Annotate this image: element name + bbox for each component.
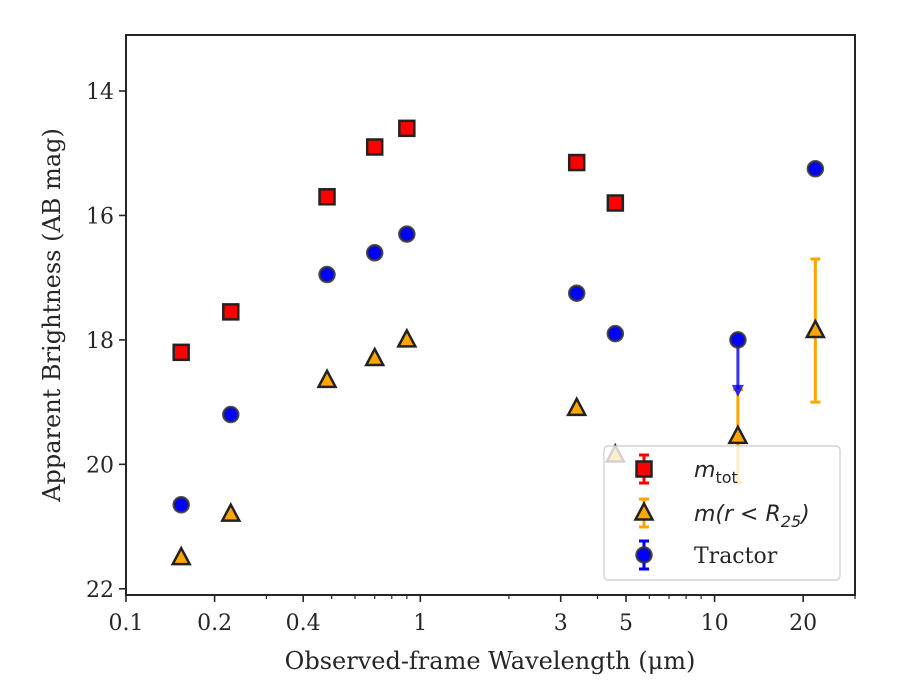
data-point bbox=[567, 284, 586, 302]
legend-marker bbox=[635, 546, 653, 564]
series-circle bbox=[172, 160, 825, 514]
data-point bbox=[398, 225, 416, 243]
data-point bbox=[396, 327, 418, 348]
x-tick-label: 0.2 bbox=[197, 611, 232, 636]
legend-label: mtot bbox=[694, 458, 738, 487]
x-tick-label: 20 bbox=[789, 611, 817, 636]
tick-layer: 0.1 0.2 0.4 1 3 5 10 20 14 16 18 20 22 bbox=[86, 80, 856, 636]
data-point bbox=[220, 501, 242, 522]
x-tick-label: 0.4 bbox=[286, 611, 321, 636]
plot-frame bbox=[125, 34, 856, 596]
x-tick-label: 3 bbox=[554, 611, 568, 636]
legend-box bbox=[603, 445, 841, 581]
data-point bbox=[606, 194, 625, 212]
x-tick-label: 1 bbox=[413, 611, 427, 636]
y-tick-label: 16 bbox=[86, 204, 114, 229]
legend-label: Tractor bbox=[694, 544, 778, 569]
data-point bbox=[170, 545, 192, 566]
data-point bbox=[222, 303, 240, 321]
data-point bbox=[806, 160, 825, 178]
legend-label: m(r < R25) bbox=[694, 502, 810, 531]
data-point bbox=[172, 496, 190, 514]
legend-entry: m(r < R25) bbox=[633, 497, 810, 531]
x-tick-label: 10 bbox=[701, 611, 729, 636]
data-point bbox=[316, 368, 338, 389]
data-point bbox=[172, 343, 190, 362]
data-point bbox=[567, 153, 586, 172]
data-point bbox=[566, 396, 588, 417]
legend-marker bbox=[635, 460, 653, 478]
data-point bbox=[804, 318, 826, 339]
y-axis-label: Apparent Brightness (AB mag) bbox=[38, 128, 66, 503]
data-point bbox=[318, 265, 336, 284]
y-tick-label: 18 bbox=[86, 329, 114, 354]
data-point bbox=[365, 244, 384, 262]
data-point bbox=[606, 324, 625, 343]
series-square bbox=[172, 119, 625, 362]
y-tick-label: 22 bbox=[86, 578, 114, 603]
data-point bbox=[318, 188, 336, 206]
x-axis-label: Observed-frame Wavelength (μm) bbox=[285, 647, 696, 675]
y-tick-label: 14 bbox=[86, 80, 114, 105]
legend-entry: Tractor bbox=[635, 539, 778, 571]
legend-marker bbox=[633, 500, 655, 521]
legend-entry: mtot bbox=[635, 453, 738, 487]
data-point bbox=[365, 138, 384, 156]
data-point bbox=[222, 405, 240, 424]
x-tick-label: 0.1 bbox=[109, 611, 144, 636]
legend: mtot m(r < R25) Tractor bbox=[603, 445, 841, 581]
data-point bbox=[727, 424, 749, 445]
data-point bbox=[364, 346, 386, 367]
data-point bbox=[398, 119, 416, 138]
y-tick-label: 20 bbox=[86, 453, 114, 478]
data-point bbox=[729, 331, 747, 349]
x-tick-label: 5 bbox=[619, 611, 633, 636]
